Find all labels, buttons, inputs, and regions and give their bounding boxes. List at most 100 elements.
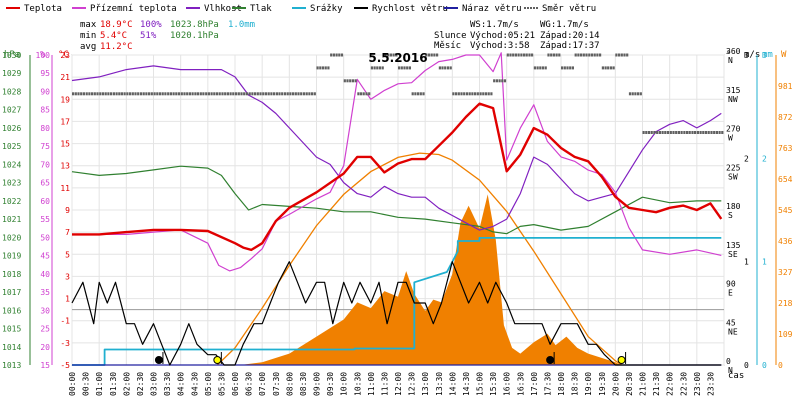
wind-direction-dot — [590, 53, 594, 57]
humidity-tick-label: 65 — [40, 179, 50, 188]
solar-tick-label: 545 — [778, 206, 793, 215]
wind-direction-dot — [650, 131, 653, 134]
time-tick-label: 23:30 — [706, 372, 715, 396]
wind-direction-dot — [305, 92, 308, 96]
wind-direction-dot — [389, 53, 392, 57]
wind-speed-unit: m/s — [744, 50, 760, 60]
wind-direction-dot — [631, 92, 634, 96]
time-tick-label: 05:00 — [204, 372, 213, 396]
time-tick-label: 01:00 — [95, 372, 104, 396]
series-layer — [71, 52, 724, 366]
wind-direction-dot — [153, 92, 156, 96]
chart-title: 5.5.2016 — [368, 51, 427, 65]
wind-direction-dot — [107, 92, 110, 96]
time-tick-label: 22:30 — [679, 372, 688, 396]
time-tick-label: 20:30 — [625, 372, 634, 396]
wind-direction-dot — [186, 92, 189, 96]
stat-avg-temp: 11.2°C — [100, 42, 133, 52]
wind-direction-dot — [503, 79, 507, 83]
wind-direction-dot — [237, 92, 240, 96]
direction-tick-letter: SE — [728, 250, 738, 259]
legend-label-smer: Směr větru — [542, 4, 596, 14]
time-tick-label: 21:30 — [652, 372, 661, 396]
wind-direction-dot — [131, 92, 134, 96]
wind-direction-dot — [455, 92, 458, 96]
stat-max-label: max — [80, 20, 97, 30]
wind-direction-dot — [615, 53, 618, 57]
wind-direction-dot — [634, 92, 637, 96]
time-tick-label: 03:30 — [163, 372, 172, 396]
time-tick-label: 14:00 — [448, 372, 457, 396]
wind-direction-dot — [672, 131, 675, 134]
series-vlhkost — [71, 65, 722, 231]
wind-direction-dot — [441, 66, 444, 70]
wind-direction-dot — [398, 66, 401, 70]
wind-direction-dot — [601, 66, 604, 70]
wind-direction-dot — [571, 66, 574, 70]
wind-direction-dot — [528, 53, 531, 57]
legend-label-tlak: Tlak — [250, 4, 272, 14]
wind-direction-dot — [493, 79, 496, 83]
time-tick-label: 16:30 — [516, 372, 525, 396]
wind-info-panel: WS:1.7m/s WG:1.7m/s Slunce Východ:05:21 … — [434, 20, 600, 51]
series-pocitova — [72, 52, 722, 272]
wind-direction-dot — [172, 92, 175, 96]
wind-direction-dot — [476, 92, 479, 96]
wind-direction-dot — [387, 53, 390, 57]
wind-direction-dot — [482, 92, 485, 96]
wind-direction-dot — [196, 92, 200, 96]
wind-direction-dot — [628, 92, 632, 96]
wind-direction-dot — [403, 66, 406, 70]
direction-tick-value: 360 — [726, 47, 741, 56]
time-tick-label: 18:30 — [571, 372, 580, 396]
wind-direction-dot — [425, 53, 428, 57]
time-tick-label: 23:00 — [693, 372, 702, 396]
wind-direction-dot — [452, 92, 455, 96]
wind-direction-dot — [164, 92, 167, 96]
direction-tick-letter: NW — [728, 95, 738, 104]
time-tick-label: 05:30 — [217, 372, 226, 396]
wind-direction-dot — [694, 131, 697, 134]
wind-direction-dot — [381, 66, 384, 70]
time-tick-label: 07:30 — [272, 372, 281, 396]
wind-direction-dot — [593, 53, 596, 57]
wind-direction-dot — [541, 66, 545, 70]
wind-direction-dot — [710, 131, 713, 134]
legend-label-naraz: Náraz větru — [462, 4, 522, 14]
wind-direction-dot — [715, 131, 718, 134]
wind-speed-tick-label: 3 — [744, 51, 749, 60]
humidity-tick-label: 85 — [40, 106, 50, 115]
wind-direction-dot — [683, 131, 686, 134]
wind-direction-dot — [248, 92, 251, 96]
wind-direction-dot — [93, 92, 96, 96]
wind-direction-dot — [226, 92, 229, 96]
temperature-tick-label: 9 — [65, 206, 70, 215]
wind-direction-dot — [101, 92, 105, 96]
wind-direction-dot — [479, 92, 482, 96]
wind-direction-dot — [531, 53, 534, 57]
pressure-tick-label: 1029 — [2, 69, 21, 78]
temperature-tick-label: 7 — [65, 228, 70, 237]
stat-max-press: 1023.8hPa — [170, 20, 219, 30]
pressure-tick-label: 1021 — [2, 215, 21, 224]
solar-tick-label: 218 — [778, 299, 793, 308]
time-tick-label: 03:00 — [150, 372, 159, 396]
wind-direction-dot — [357, 92, 360, 96]
temperature-tick-label: 23 — [60, 51, 70, 60]
wind-direction-dot — [289, 92, 292, 96]
wind-direction-dot — [599, 53, 602, 57]
wind-direction-dot — [484, 92, 488, 96]
wind-direction-dot — [596, 53, 599, 57]
wind-direction-dot — [384, 53, 387, 57]
stat-avg-label: avg — [80, 42, 96, 52]
humidity-tick-label: 95 — [40, 69, 50, 78]
series-srazky — [72, 237, 722, 366]
wind-direction-dot — [262, 92, 265, 96]
wind-direction-dot — [215, 92, 219, 96]
wind-direction-dot — [438, 66, 441, 70]
pressure-tick-label: 1014 — [2, 343, 21, 352]
humidity-tick-label: 45 — [40, 252, 50, 261]
wind-direction-dot — [533, 66, 536, 70]
sun-label: Slunce — [434, 31, 467, 41]
wind-direction-dot — [251, 92, 254, 96]
